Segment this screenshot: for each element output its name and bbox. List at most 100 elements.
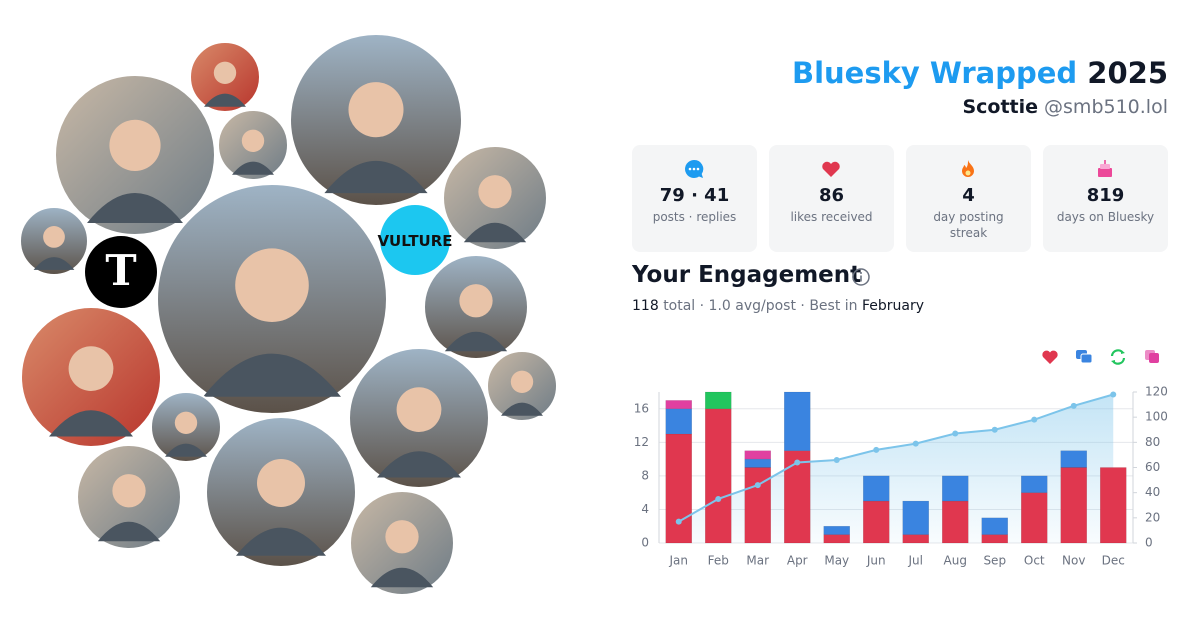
best-month: February: [862, 298, 925, 314]
avatar: [486, 350, 558, 422]
y2-tick-label: 100: [1145, 410, 1168, 424]
summary: 118 total · 1.0 avg/post · Best in Febru…: [632, 298, 924, 314]
title-brand: Bluesky Wrapped: [791, 56, 1078, 90]
bar-segment: [863, 475, 890, 502]
avatar: [349, 490, 455, 596]
icon: [1098, 160, 1112, 177]
bar-segment: [665, 433, 692, 544]
bar-segment: [744, 458, 771, 468]
avatar: [423, 254, 529, 360]
avatar-face: [385, 520, 419, 554]
avatar: [76, 444, 182, 550]
avatar: [20, 306, 162, 448]
line-point: [675, 518, 682, 525]
x-tick-label: Aug: [944, 554, 967, 568]
avatar-face: [109, 119, 161, 171]
title-year: 2025: [1087, 56, 1168, 90]
stat-value: 79 · 41: [659, 185, 730, 206]
x-tick-label: Dec: [1102, 554, 1125, 568]
avatar: [189, 41, 261, 113]
user: Scottie @smb510.lol: [962, 96, 1168, 118]
bar-segment: [823, 525, 850, 535]
bar-segment: [665, 400, 692, 410]
avatar-body: [33, 257, 75, 270]
user-name: Scottie: [962, 96, 1039, 118]
logo-nyt: T: [85, 236, 157, 308]
stat-card: 86 likes received: [769, 145, 894, 252]
x-tick-label: Mar: [746, 554, 769, 568]
avatar-face: [459, 284, 493, 318]
avatar-face: [112, 474, 146, 508]
y2-tick-label: 80: [1145, 435, 1160, 449]
legend-icon: [1110, 349, 1126, 365]
bar-segment: [823, 534, 850, 544]
avatar-body: [49, 410, 133, 437]
x-tick-label: Jun: [866, 554, 886, 568]
stat-label: posts · replies: [652, 210, 737, 224]
stat-value: 819: [1086, 185, 1125, 206]
line-point: [873, 446, 880, 453]
bar-segment: [902, 534, 929, 544]
line-point: [952, 430, 959, 437]
y2-tick-label: 60: [1145, 460, 1160, 474]
avatar-face: [213, 61, 237, 84]
legend-icon: [1145, 350, 1159, 363]
bar-segment: [744, 450, 771, 460]
bar-segment: [784, 391, 811, 451]
stat-label: likes received: [790, 210, 873, 224]
area: [678, 394, 1114, 543]
icon: [962, 160, 974, 177]
legend-icon: [1076, 350, 1093, 364]
avatar-body: [377, 451, 461, 478]
line-point: [715, 495, 722, 502]
avatar-body: [87, 193, 183, 223]
y-tick-label: 16: [634, 401, 649, 415]
user-handle: @smb510.lol: [1044, 96, 1168, 118]
y-tick-label: 0: [641, 536, 649, 550]
y-tick-label: 12: [634, 435, 649, 449]
bar-segment: [784, 450, 811, 544]
y-tick-label: 8: [641, 468, 649, 482]
logo-text: T: [105, 246, 136, 295]
x-tick-label: Jul: [908, 554, 923, 568]
avatar: [348, 347, 490, 489]
avatar-body: [232, 161, 274, 175]
avatar-body: [236, 527, 326, 556]
avatar-body: [203, 353, 341, 397]
avatar: [150, 391, 222, 463]
stat-card: 79 · 41 posts · replies: [632, 145, 757, 252]
bar-segment: [981, 534, 1008, 544]
bar-segment: [981, 517, 1008, 535]
line-point: [991, 426, 998, 433]
line-point: [794, 459, 801, 466]
stat-value: 4: [962, 185, 975, 206]
avatar-face: [510, 370, 534, 393]
avatar-face: [235, 248, 309, 322]
stat-label: day posting streak: [933, 210, 1004, 240]
avatar-face: [43, 226, 65, 248]
line-point: [1031, 416, 1038, 423]
legend: [1042, 349, 1159, 365]
avatar-cloud: T VULTURE: [19, 33, 558, 596]
bar-segment: [942, 500, 969, 544]
y-tick-label: 4: [641, 502, 649, 516]
section-title: Your Engagement: [632, 262, 862, 288]
y2-tick-label: 20: [1145, 510, 1160, 524]
x-tick-label: Apr: [787, 554, 808, 568]
y2-tick-label: 120: [1145, 385, 1168, 399]
avatar-body: [324, 160, 428, 194]
avatar-face: [396, 387, 442, 432]
y2-tick-label: 40: [1145, 485, 1160, 499]
avatar: [54, 74, 216, 236]
avatar: [19, 206, 89, 276]
bar-segment: [1021, 492, 1048, 544]
info-icon[interactable]: [851, 267, 871, 287]
bar-segment: [705, 408, 732, 544]
avatar-body: [204, 93, 246, 107]
stat-label: days on Bluesky: [1056, 210, 1155, 224]
bar-segment: [1021, 475, 1048, 493]
avatar-face: [68, 346, 114, 391]
avatar: [442, 145, 548, 251]
legend-icon: [1042, 350, 1058, 364]
